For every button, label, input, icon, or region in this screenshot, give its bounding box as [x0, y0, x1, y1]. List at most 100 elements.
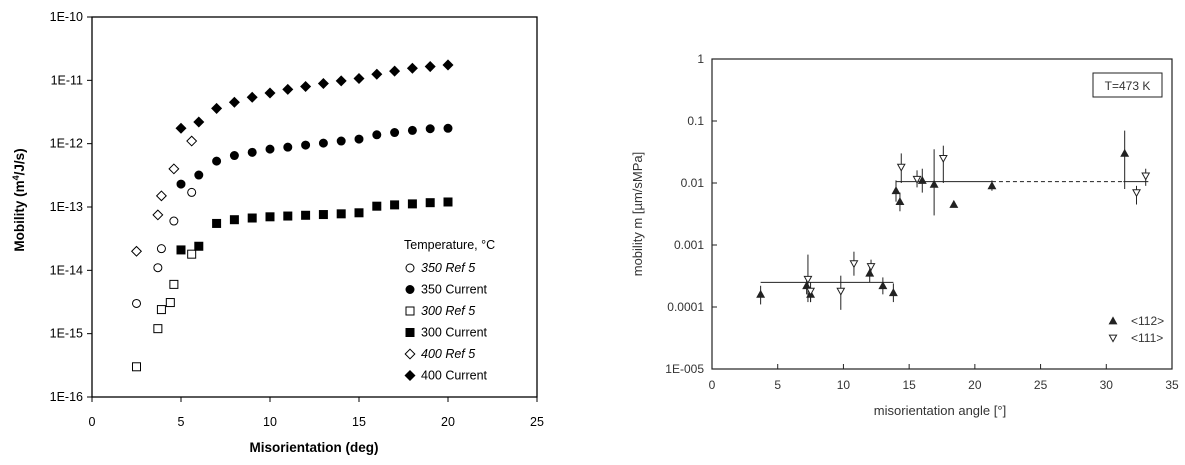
data-point	[187, 249, 197, 259]
legend-marker-300-ref-5	[405, 306, 415, 316]
data-point	[425, 124, 435, 134]
left-y-tick-label: 1E-16	[50, 390, 83, 404]
data-point	[229, 215, 239, 225]
temperature-annotation-box	[1092, 72, 1163, 98]
data-point	[193, 116, 205, 128]
data-point	[1132, 189, 1141, 198]
data-point	[865, 268, 875, 277]
left-y-tick-label: 1E-12	[50, 137, 83, 151]
data-point	[156, 244, 166, 254]
data-point	[212, 156, 222, 166]
right-y-tick-label: 1E-005	[665, 362, 704, 376]
data-point	[283, 211, 293, 221]
series-350-ref-5	[132, 187, 197, 308]
data-point	[354, 208, 364, 218]
data-point	[187, 187, 197, 197]
data-point	[443, 123, 453, 133]
data-point	[802, 281, 812, 290]
data-point	[878, 281, 888, 290]
data-point	[283, 142, 293, 152]
left-legend-items: 350 Ref 5 350 Current 300 Ref 5 300 Current…	[404, 261, 488, 383]
right-y-tick-label: 1	[697, 52, 704, 66]
data-point	[282, 83, 294, 95]
right-x-tick-label: 10	[837, 378, 851, 392]
data-point	[949, 199, 959, 208]
left-legend-title: Temperature, °C	[404, 238, 495, 252]
data-point	[424, 61, 436, 73]
right-x-tick-label: 20	[968, 378, 982, 392]
legend-label-400-current: 400 Current	[421, 369, 488, 383]
left-x-tick-label: 20	[441, 415, 455, 429]
data-point	[168, 163, 180, 175]
data-point	[336, 136, 346, 146]
data-point	[153, 263, 163, 273]
data-point	[390, 200, 400, 210]
legend-label-112: <112>	[1131, 314, 1164, 328]
data-point	[169, 216, 179, 226]
data-point	[407, 199, 417, 209]
data-point	[389, 65, 401, 77]
right-fits	[760, 181, 1149, 283]
right-x-tick-label: 35	[1165, 378, 1179, 392]
data-point	[246, 91, 258, 103]
data-point	[176, 179, 186, 189]
data-point	[987, 181, 997, 190]
right-ticks: 0 5 10 15 20 25 30 35 1E-005 0.0001 0.001 0.01 0.1 1	[665, 52, 1179, 392]
data-point	[442, 59, 454, 71]
left-ticks: 0 5 10 15 20 25 1E-16 1E-15 1E-14 1E-13 1E-12 1E-11…	[50, 10, 544, 429]
legend-label-300-current: 300 Current	[421, 326, 488, 340]
left-points	[130, 59, 454, 372]
right-y-axis-title: mobility m [µm/sMPa]	[630, 152, 645, 277]
data-point	[390, 128, 400, 138]
data-point	[888, 288, 898, 297]
left-x-tick-label: 5	[178, 415, 185, 429]
data-point	[891, 186, 901, 195]
data-point	[132, 298, 141, 308]
data-point	[929, 179, 939, 188]
data-point	[425, 198, 435, 208]
data-point	[169, 279, 179, 289]
legend-label-111: <111>	[1131, 331, 1163, 345]
left-plot-frame	[91, 16, 538, 398]
data-point	[836, 287, 846, 296]
left-y-tick-label: 1E-10	[50, 10, 83, 24]
data-point	[247, 147, 257, 157]
left-x-tick-label: 25	[530, 415, 544, 429]
left-y-tick-label: 1E-13	[50, 200, 83, 214]
data-point	[175, 122, 187, 134]
data-point	[301, 140, 311, 150]
data-point	[917, 175, 927, 184]
legend-label-350-ref-5: 350 Ref 5	[421, 261, 475, 275]
right-points	[756, 130, 1151, 310]
right-y-tick-label: 0.001	[674, 238, 704, 252]
right-chart: 0 5 10 15 20 25 30 351E-0050.00010.0010.010.11 …	[630, 52, 1179, 418]
data-point	[443, 197, 453, 207]
right-y-tick-label: 0.1	[687, 114, 704, 128]
legend-label-300-ref-5: 300 Ref 5	[421, 304, 475, 318]
right-y-tick-label: 0.0001	[667, 300, 704, 314]
right-y-tick-label: 0.01	[681, 176, 705, 190]
data-point	[912, 175, 922, 184]
legend-marker-112	[1108, 316, 1118, 325]
data-point	[866, 263, 876, 272]
data-point	[353, 72, 365, 84]
series-300-current	[176, 197, 453, 255]
right-x-tick-label: 30	[1100, 378, 1114, 392]
data-point	[938, 154, 948, 163]
data-point	[372, 130, 382, 140]
right-legend: <112> <111>	[1108, 314, 1164, 345]
data-point	[1141, 172, 1151, 181]
legend-label-400-ref-5: 400 Ref 5	[421, 347, 475, 361]
data-point	[165, 298, 175, 308]
data-point	[301, 210, 311, 220]
series-300-ref-5	[132, 249, 197, 372]
data-point	[211, 102, 223, 114]
legend-marker-400-ref-5	[404, 348, 416, 360]
series-111	[803, 145, 1151, 310]
left-y-tick-label: 1E-15	[50, 327, 83, 341]
series-350-current	[176, 123, 453, 189]
data-point	[153, 324, 163, 334]
right-x-tick-label: 5	[774, 378, 781, 392]
data-point	[806, 287, 816, 296]
